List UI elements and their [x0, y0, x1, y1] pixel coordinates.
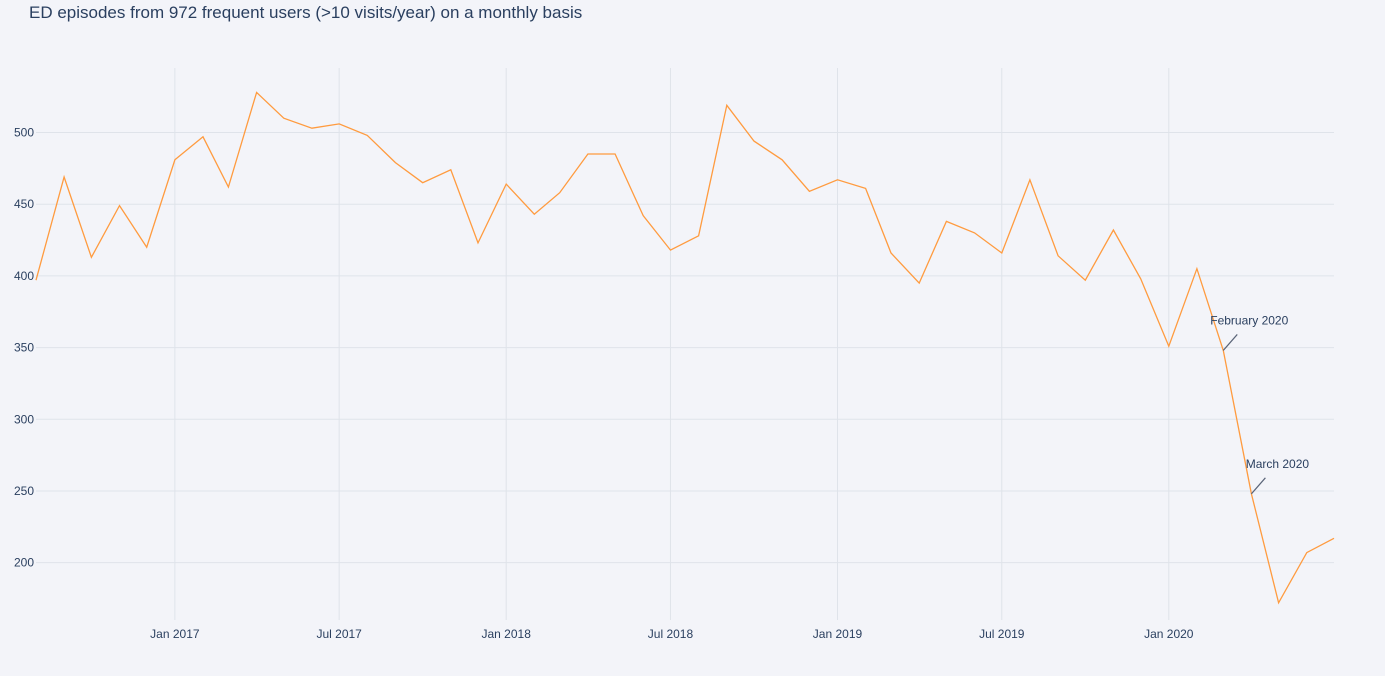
x-tick-label: Jan 2018 — [481, 627, 531, 641]
y-tick-label: 300 — [14, 412, 34, 426]
y-tick-label: 450 — [14, 197, 34, 211]
y-tick-label: 400 — [14, 269, 34, 283]
y-tick-label: 350 — [14, 341, 34, 355]
y-gridlines — [36, 132, 1334, 564]
x-tick-label: Jul 2019 — [979, 627, 1025, 641]
series-line — [35, 91, 1335, 605]
x-tick-label: Jan 2019 — [813, 627, 863, 641]
chart-title: ED episodes from 972 frequent users (>10… — [29, 3, 582, 22]
y-tick-label: 200 — [14, 556, 34, 570]
y-tick-label: 500 — [14, 126, 34, 140]
x-tick-label: Jul 2018 — [648, 627, 694, 641]
annotation-arrow — [1222, 334, 1238, 351]
y-tick-label: 250 — [14, 484, 34, 498]
annotation-label: February 2020 — [1210, 313, 1288, 327]
annotation-arrow — [1250, 477, 1266, 495]
x-axis-ticks: Jan 2017 Jul 2017 Jan 2018 Jul 2018 Jan 2019… — [150, 627, 1194, 641]
annotations: February 2020 March 2020 — [1210, 313, 1310, 495]
annotation-label: March 2020 — [1246, 457, 1310, 471]
x-tick-label: Jan 2020 — [1144, 627, 1194, 641]
x-tick-label: Jan 2017 — [150, 627, 200, 641]
x-gridlines — [174, 68, 1170, 620]
y-axis-ticks: 200 250 300 350 400 450 500 — [14, 126, 34, 570]
x-tick-label: Jul 2017 — [316, 627, 362, 641]
